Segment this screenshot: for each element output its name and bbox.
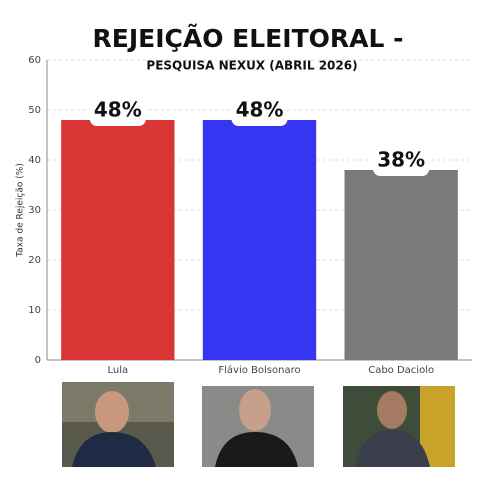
y-tick-label: 0 [35,355,41,366]
y-tick-label: 60 [28,55,41,66]
chart-subtitle: PESQUISA NEXUX (ABRIL 2026) [146,59,357,73]
photo [202,386,314,467]
bar [344,170,458,360]
photo [343,386,455,467]
bar [61,120,175,360]
x-tick-label: Flávio Bolsonaro [218,364,300,376]
y-tick-label: 10 [28,305,41,316]
photos [62,382,455,467]
value-label-box [231,98,288,126]
value-label: 48% [236,98,284,122]
chart-title: REJEIÇÃO ELEITORAL - [93,24,404,53]
x-tick-label: Lula [108,365,129,376]
value-label-box [373,148,430,176]
y-tick-label: 40 [28,155,41,166]
bar [202,120,317,360]
y-tick-label: 50 [28,105,41,116]
value-label: 38% [377,148,425,172]
x-tick-label: Cabo Daciolo [368,365,434,376]
y-tick-label: 30 [28,205,41,216]
y-axis-label: Taxa de Rejeição (%) [16,163,26,258]
value-label: 48% [94,98,142,122]
photo [62,382,174,467]
y-tick-label: 20 [28,255,41,266]
value-label-box [89,98,146,126]
